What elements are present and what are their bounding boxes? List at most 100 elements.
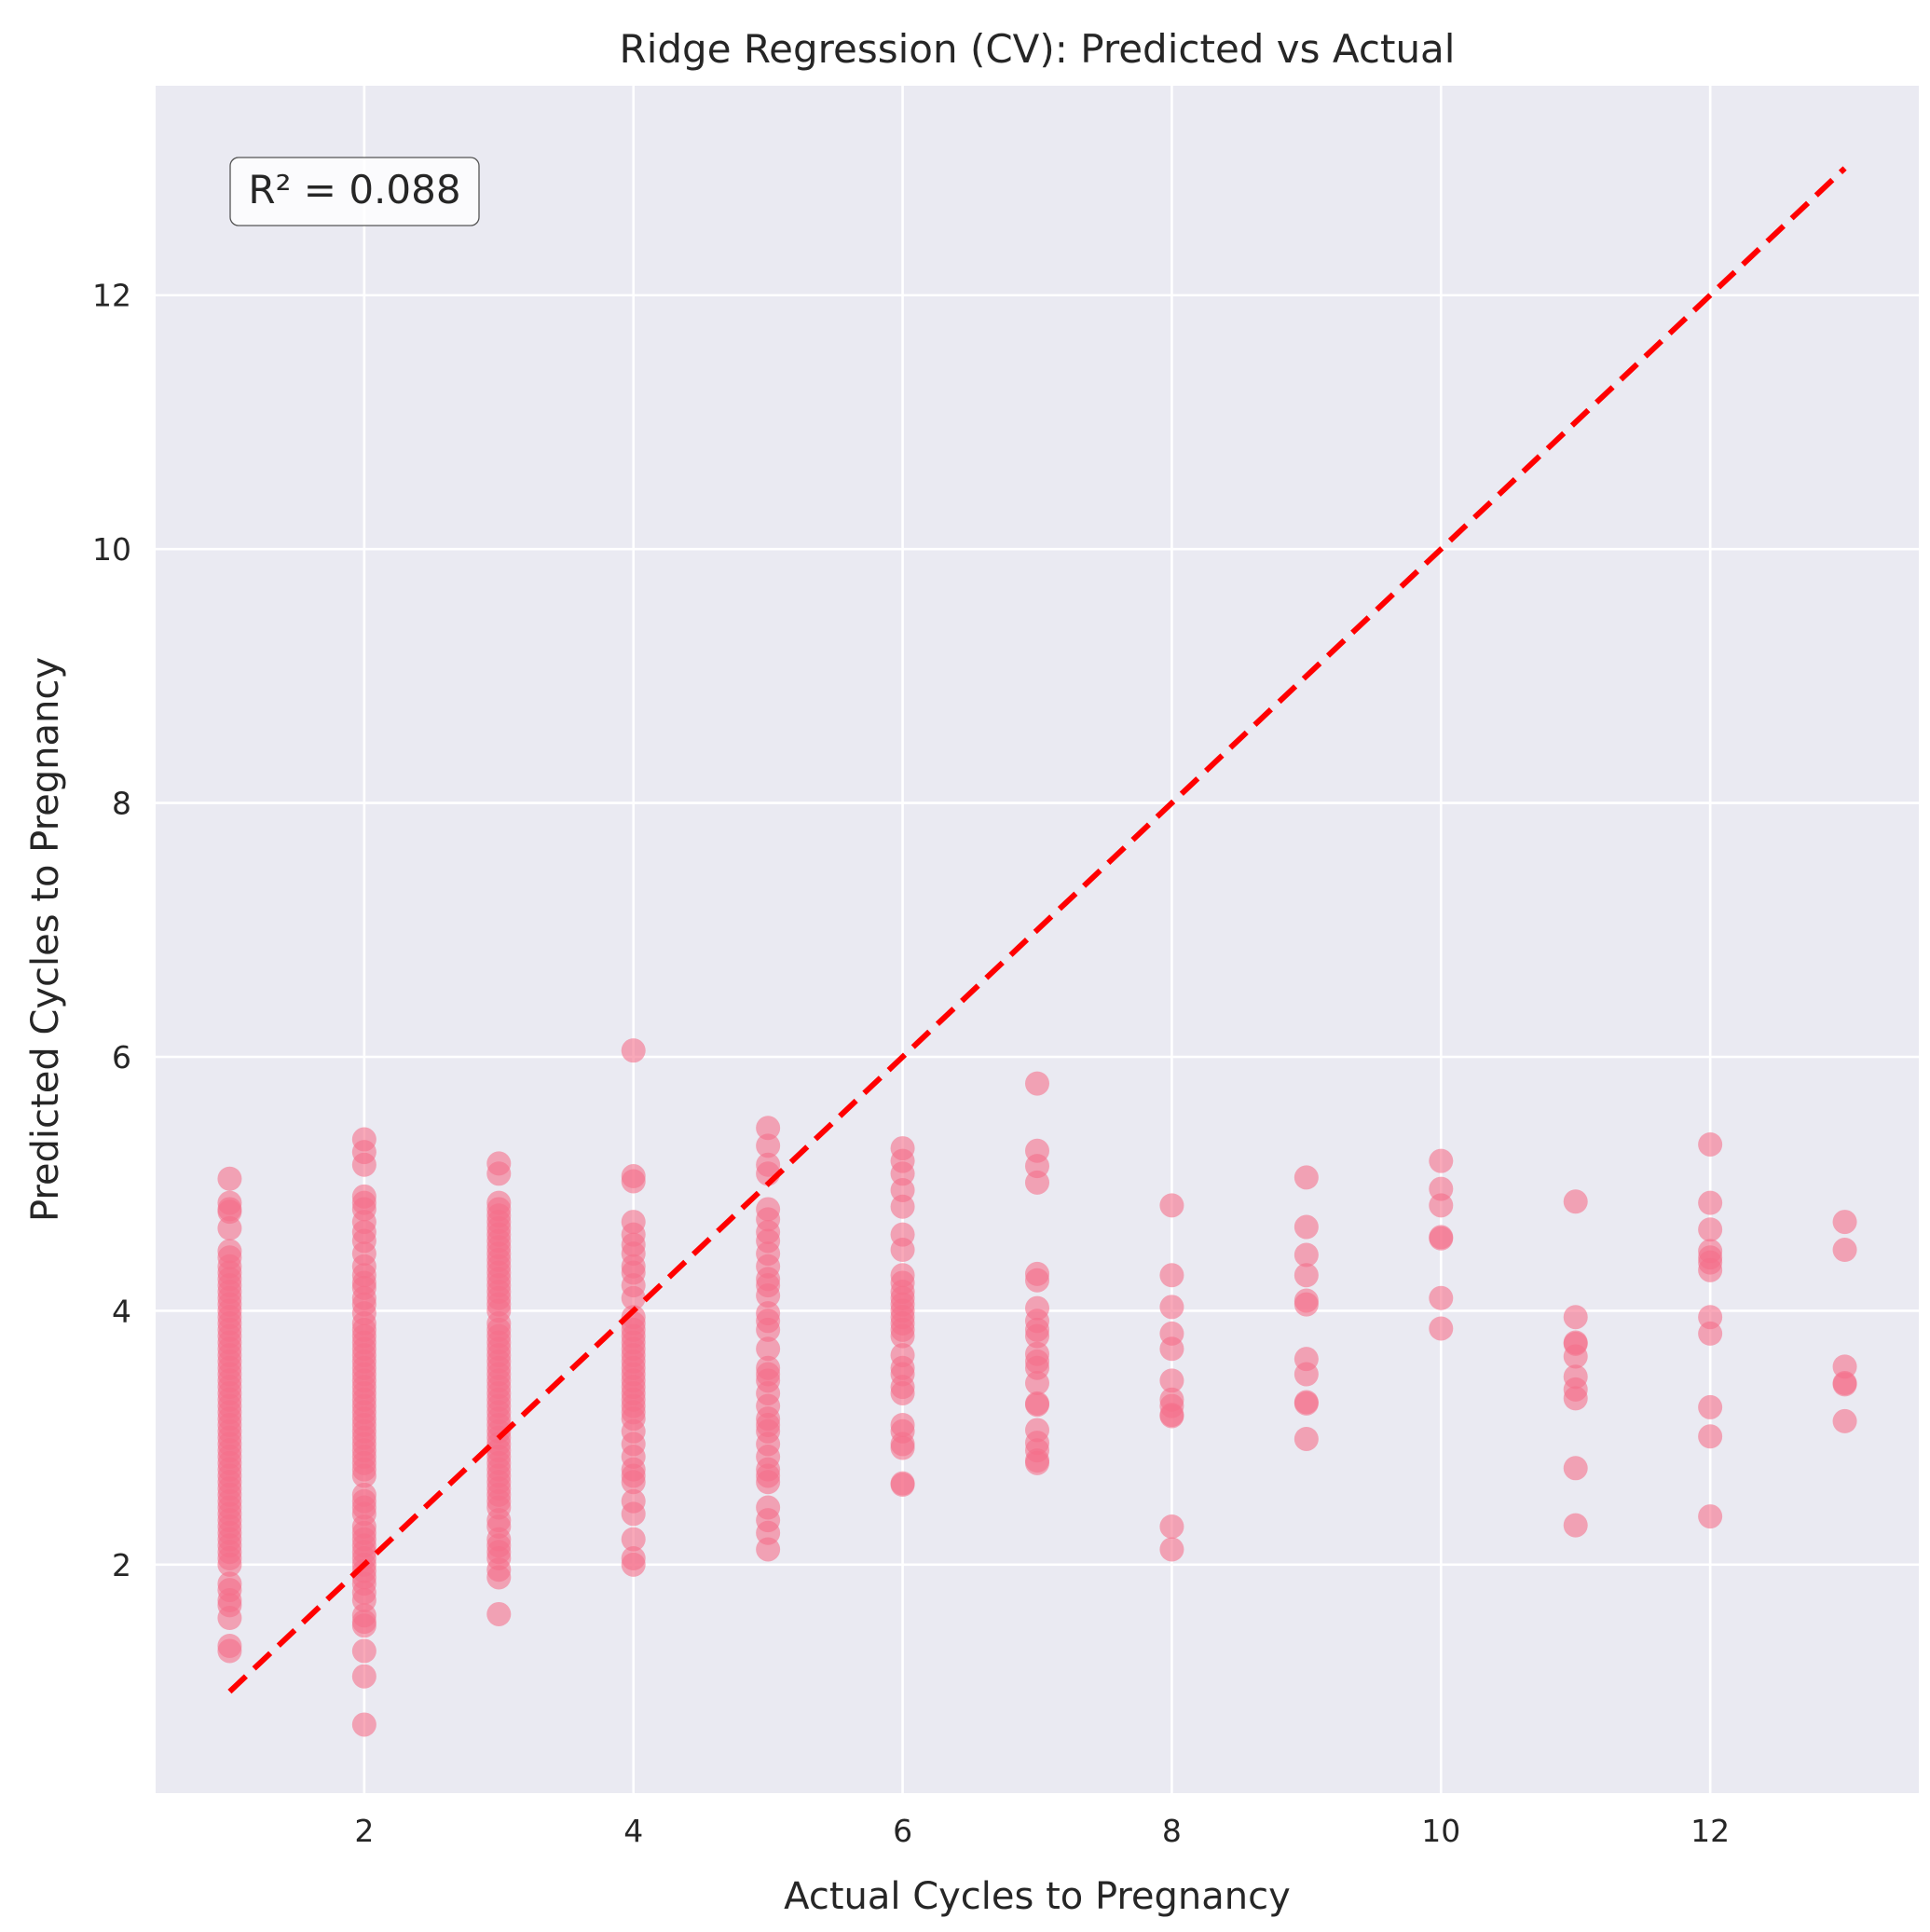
x-tick-label: 8 [1162, 1813, 1182, 1849]
data-point [1294, 1362, 1319, 1387]
data-point [1698, 1217, 1723, 1242]
y-tick-label: 10 [92, 531, 131, 568]
data-point [1159, 1263, 1184, 1288]
data-point [621, 1552, 646, 1577]
data-point [1159, 1537, 1184, 1562]
data-point [890, 1323, 915, 1349]
data-point [217, 1215, 242, 1240]
data-point [621, 1169, 646, 1194]
data-point [1429, 1193, 1454, 1218]
x-tick-label: 2 [354, 1813, 374, 1849]
data-point [1563, 1305, 1588, 1330]
data-point [890, 1194, 915, 1219]
data-point [351, 1712, 376, 1737]
plot-background [156, 86, 1919, 1793]
data-point [1698, 1321, 1723, 1346]
y-tick-label: 12 [92, 278, 131, 314]
data-point [1025, 1371, 1049, 1396]
data-point [351, 1152, 376, 1177]
data-points [217, 1038, 1857, 1737]
x-tick-label: 10 [1421, 1813, 1460, 1849]
data-point [1294, 1391, 1319, 1416]
y-axis-label: Predicted Cycles to Pregnancy [24, 657, 67, 1222]
data-point [1294, 1426, 1319, 1451]
data-point [1429, 1226, 1454, 1251]
reference-line [227, 166, 1847, 1694]
data-point [1294, 1214, 1319, 1240]
data-point [756, 1317, 781, 1342]
data-point [1563, 1513, 1588, 1538]
data-point [1563, 1344, 1588, 1369]
data-point [1159, 1514, 1184, 1539]
data-point [1698, 1131, 1723, 1157]
data-point [1025, 1392, 1049, 1418]
data-point [1294, 1292, 1319, 1317]
data-point [756, 1133, 781, 1158]
data-point [1698, 1504, 1723, 1529]
data-point [1698, 1394, 1723, 1419]
y-tick-label: 2 [112, 1547, 131, 1583]
data-point [756, 1116, 781, 1141]
data-point [621, 1527, 646, 1552]
data-point [890, 1473, 915, 1498]
data-point [351, 1664, 376, 1689]
data-point [756, 1283, 781, 1309]
x-tick-label: 6 [893, 1813, 912, 1849]
data-point [217, 1638, 242, 1664]
data-point [621, 1470, 646, 1495]
data-point [1832, 1238, 1857, 1263]
grid-lines [156, 86, 1919, 1793]
data-point [351, 1463, 376, 1488]
data-point [1025, 1071, 1049, 1096]
data-point [1563, 1456, 1588, 1481]
data-point [1832, 1408, 1857, 1433]
data-point [756, 1336, 781, 1362]
annotation-text: R² = 0.088 [248, 167, 460, 212]
tick-labels: 2 4 6 8 10 12 2 4 6 8 10 12 [92, 278, 1730, 1849]
data-point [1563, 1189, 1588, 1214]
data-point [621, 1501, 646, 1527]
data-point [621, 1038, 646, 1063]
data-point [1025, 1323, 1049, 1349]
reference-line-group [227, 166, 1847, 1694]
data-point [756, 1470, 781, 1495]
data-point [486, 1601, 512, 1626]
data-point [486, 1161, 512, 1186]
x-axis-label: Actual Cycles to Pregnancy [784, 1875, 1291, 1918]
data-point [1429, 1148, 1454, 1173]
data-point [1159, 1295, 1184, 1320]
data-point [621, 1285, 646, 1310]
data-point [890, 1238, 915, 1263]
data-point [1698, 1190, 1723, 1215]
data-point [1294, 1263, 1319, 1288]
x-tick-label: 12 [1690, 1813, 1730, 1849]
data-point [217, 1166, 242, 1191]
data-point [1025, 1267, 1049, 1293]
data-point [1025, 1170, 1049, 1195]
y-tick-label: 4 [112, 1293, 131, 1329]
r2-annotation: R² = 0.088 [229, 157, 480, 226]
data-point [1429, 1285, 1454, 1310]
data-point [1159, 1193, 1184, 1218]
data-point [1698, 1257, 1723, 1282]
data-point [1159, 1368, 1184, 1393]
data-point [1698, 1424, 1723, 1449]
data-point [1832, 1210, 1857, 1235]
data-point [217, 1606, 242, 1631]
data-point [1294, 1242, 1319, 1267]
data-point [756, 1537, 781, 1562]
y-tick-label: 6 [112, 1039, 131, 1076]
data-point [217, 1552, 242, 1577]
data-point [890, 1380, 915, 1405]
data-point [1159, 1404, 1184, 1429]
data-point [1832, 1372, 1857, 1397]
chart-title: Ridge Regression (CV): Predicted vs Actu… [620, 26, 1456, 72]
data-point [351, 1613, 376, 1638]
data-point [1429, 1316, 1454, 1341]
data-point [890, 1435, 915, 1460]
data-point [1294, 1165, 1319, 1190]
data-point [1159, 1336, 1184, 1362]
data-point [351, 1638, 376, 1664]
